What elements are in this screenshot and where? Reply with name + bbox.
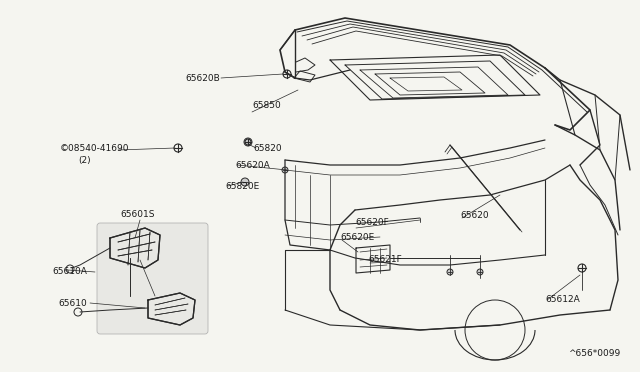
Text: 65620F: 65620F — [355, 218, 388, 227]
Text: 65610A: 65610A — [52, 267, 87, 276]
Text: 65620: 65620 — [460, 211, 488, 219]
FancyBboxPatch shape — [97, 223, 208, 334]
Text: 65620E: 65620E — [340, 232, 374, 241]
Text: (2): (2) — [78, 155, 91, 164]
Text: 65612A: 65612A — [545, 295, 580, 305]
Circle shape — [244, 138, 252, 146]
Text: ©08540-41690: ©08540-41690 — [60, 144, 129, 153]
Text: 65620A: 65620A — [235, 160, 269, 170]
Text: 65820E: 65820E — [225, 182, 259, 190]
Text: 65850: 65850 — [252, 100, 281, 109]
Text: ^656*0099: ^656*0099 — [568, 349, 620, 357]
Circle shape — [477, 269, 483, 275]
Circle shape — [447, 269, 453, 275]
Text: 65610: 65610 — [58, 298, 87, 308]
Text: 65620B: 65620B — [185, 74, 220, 83]
Text: 65621F: 65621F — [368, 256, 402, 264]
Circle shape — [241, 178, 249, 186]
Text: 65601S: 65601S — [120, 209, 154, 218]
Circle shape — [282, 167, 288, 173]
Text: 65820: 65820 — [253, 144, 282, 153]
